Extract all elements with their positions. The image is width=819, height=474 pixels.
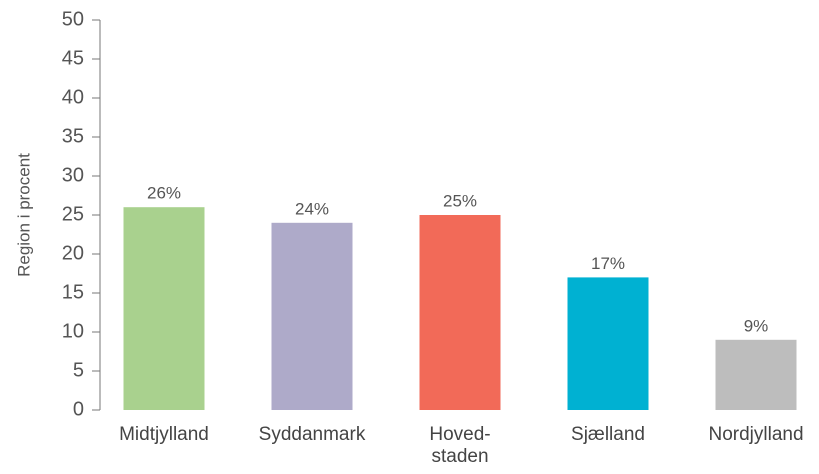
x-tick-label: Hoved- staden <box>429 424 491 467</box>
x-tick-label: Nordjylland <box>708 424 804 445</box>
y-tick-label: 35 <box>62 125 84 147</box>
y-tick-label: 30 <box>62 164 84 186</box>
bar <box>271 222 353 410</box>
y-tick-label: 25 <box>62 203 84 225</box>
y-tick-label: 15 <box>62 281 84 303</box>
y-tick-label: 40 <box>62 86 84 108</box>
y-tick-label: 0 <box>73 398 84 420</box>
y-tick-label: 45 <box>62 47 84 69</box>
bar <box>567 277 649 410</box>
y-tick-label: 5 <box>73 359 84 381</box>
y-tick-label: 10 <box>62 320 84 342</box>
bar <box>419 215 501 410</box>
bar <box>123 207 205 410</box>
data-label: 9% <box>744 316 769 335</box>
bar <box>715 339 797 410</box>
y-axis-label: Region i procent <box>14 153 33 277</box>
x-tick-label: Syddanmark <box>258 424 366 445</box>
y-tick-label: 50 <box>62 8 84 30</box>
x-tick-label: Midtjylland <box>119 424 209 445</box>
y-tick-label: 20 <box>62 242 84 264</box>
x-tick-label: Sjælland <box>571 424 645 445</box>
data-label: 26% <box>147 184 181 203</box>
data-label: 24% <box>295 199 329 218</box>
data-label: 25% <box>443 191 477 210</box>
data-label: 17% <box>591 254 625 273</box>
